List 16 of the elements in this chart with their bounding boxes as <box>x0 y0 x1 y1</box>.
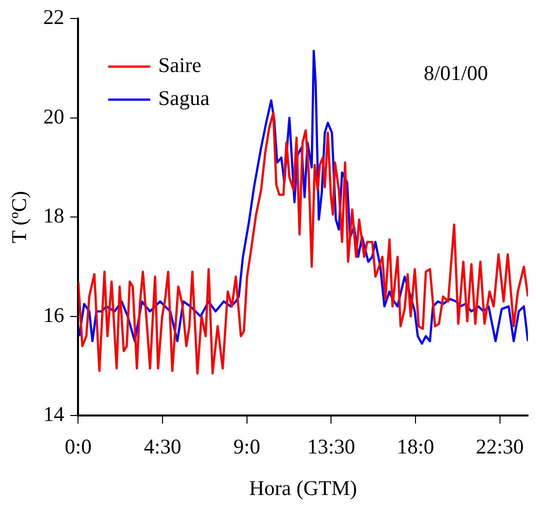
x-axis-title: Hora (GTM) <box>249 476 358 500</box>
y-tick-label: 20 <box>43 104 64 128</box>
x-tick-label: 4:30 <box>144 434 182 459</box>
y-tick-label: 14 <box>43 402 65 426</box>
x-tick-label: 18:0 <box>396 434 434 459</box>
y-tick-label: 18 <box>43 204 64 228</box>
x-tick-label: 22:30 <box>476 434 524 459</box>
legend-label: Saire <box>158 53 202 78</box>
annotation: 8/01/00 <box>424 61 488 86</box>
y-axis-title: T (ºC) <box>7 190 32 244</box>
y-tick-label: 16 <box>43 302 64 327</box>
x-tick-label: 13:30 <box>307 434 356 459</box>
x-tick-label: 0:0 <box>64 434 92 459</box>
y-tick-label: 22 <box>43 5 64 30</box>
legend-label: Sagua <box>158 86 210 110</box>
x-tick-label: 9:0 <box>233 434 260 459</box>
